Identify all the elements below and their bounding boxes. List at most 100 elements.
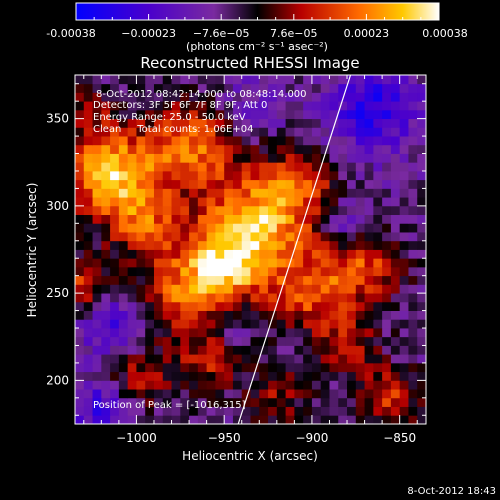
heatmap-cell <box>276 389 287 399</box>
heatmap-cell <box>153 310 164 320</box>
heatmap-cell <box>92 354 102 364</box>
heatmap-cell <box>136 249 146 259</box>
heatmap-cell <box>75 284 85 294</box>
heatmap-cell <box>268 144 278 154</box>
heatmap-cell <box>153 380 164 390</box>
heatmap-cell <box>92 258 102 268</box>
heatmap-cell <box>224 153 234 163</box>
heatmap-cell <box>268 162 278 172</box>
heatmap-cell <box>110 75 120 85</box>
heatmap-cell <box>153 249 164 259</box>
heatmap-cell <box>417 249 426 259</box>
heatmap-cell <box>118 144 129 154</box>
heatmap-cell <box>285 354 295 364</box>
heatmap-cell <box>197 214 208 224</box>
heatmap-cell <box>303 380 313 390</box>
heatmap-cell <box>329 75 339 85</box>
heatmap-cell <box>276 345 287 355</box>
heatmap-cell <box>390 109 401 120</box>
heatmap-cell <box>276 127 287 137</box>
heatmap-cell <box>285 266 295 277</box>
heatmap-cell <box>83 153 93 163</box>
heatmap-cell <box>320 354 330 364</box>
heatmap-cell <box>224 397 234 407</box>
heatmap-cell <box>417 389 426 399</box>
heatmap-cell <box>329 310 339 320</box>
heatmap-cell <box>329 362 339 373</box>
heatmap-cell <box>145 162 155 172</box>
heatmap-cell <box>285 197 295 207</box>
heatmap-cell <box>75 75 85 85</box>
heatmap-cell <box>364 354 374 364</box>
heatmap-cell <box>75 153 85 163</box>
heatmap-cell <box>215 170 225 181</box>
heatmap-cell <box>118 153 129 163</box>
heatmap-cell <box>180 310 190 320</box>
heatmap-cell <box>162 214 172 224</box>
heatmap-cell <box>268 188 278 198</box>
y-tick-label: 300 <box>46 199 69 213</box>
heatmap-cell <box>197 397 208 407</box>
heatmap-cell <box>268 214 278 224</box>
heatmap-cell <box>285 415 295 424</box>
heatmap-cell <box>294 101 304 111</box>
heatmap-cell <box>127 415 137 424</box>
heatmap-cell <box>417 83 426 93</box>
heatmap-cell <box>162 336 172 346</box>
heatmap-cell <box>285 406 295 416</box>
heatmap-cell <box>347 266 357 277</box>
heatmap-cell <box>118 205 129 216</box>
heatmap-cell <box>311 389 322 399</box>
heatmap-cell <box>408 301 418 311</box>
heatmap-cell <box>110 354 120 364</box>
heatmap-cell <box>162 101 172 111</box>
heatmap-cell <box>232 118 243 128</box>
heatmap-cell <box>92 328 102 338</box>
heatmap-cell <box>259 266 269 277</box>
heatmap-cell <box>162 188 172 198</box>
heatmap-cell <box>320 188 330 198</box>
heatmap-cell <box>189 310 199 320</box>
heatmap-cell <box>373 371 383 381</box>
heatmap-cell <box>101 205 111 216</box>
heatmap-cell <box>311 362 322 373</box>
heatmap-cell <box>153 397 164 407</box>
heatmap-cell <box>162 249 172 259</box>
heatmap-cell <box>311 397 322 407</box>
heatmap-cell <box>118 301 129 311</box>
heatmap-cell <box>180 284 190 294</box>
heatmap-cell <box>311 205 322 216</box>
heatmap-cell <box>232 75 243 85</box>
heatmap-cell <box>417 284 426 294</box>
heatmap-cell <box>355 214 365 224</box>
heatmap-cell <box>338 232 348 242</box>
heatmap-cell <box>189 232 199 242</box>
heatmap-cell <box>364 415 374 424</box>
heatmap-cell <box>127 275 137 285</box>
heatmap-cell <box>136 371 146 381</box>
heatmap-cell <box>92 275 102 285</box>
heatmap-cell <box>197 179 208 189</box>
heatmap-cell <box>189 301 199 311</box>
heatmap-cell <box>364 223 374 233</box>
heatmap-cell <box>294 109 304 120</box>
heatmap-cell <box>215 83 225 93</box>
heatmap-cell <box>224 284 234 294</box>
heatmap-cell <box>241 397 251 407</box>
heatmap-cell <box>373 301 383 311</box>
heatmap-cell <box>408 293 418 303</box>
heatmap-cell <box>408 144 418 154</box>
heatmap-cell <box>250 118 260 128</box>
heatmap-cell <box>232 284 243 294</box>
heatmap-cell <box>118 258 129 268</box>
heatmap-cell <box>382 354 392 364</box>
heatmap-cell <box>382 127 392 137</box>
heatmap-cell <box>338 319 348 329</box>
heatmap-cell <box>83 118 93 128</box>
heatmap-cell <box>171 310 181 320</box>
heatmap-cell <box>347 301 357 311</box>
heatmap-cell <box>136 144 146 154</box>
heatmap-cell <box>355 301 365 311</box>
heatmap-cell <box>241 153 251 163</box>
heatmap-cell <box>197 127 208 137</box>
